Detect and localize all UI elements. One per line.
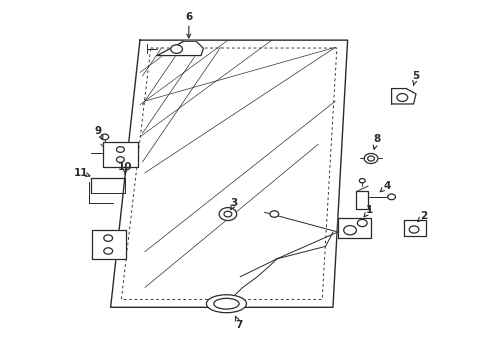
Circle shape [104,235,113,241]
Circle shape [117,157,124,162]
Polygon shape [392,89,416,104]
Text: 2: 2 [420,211,427,221]
Text: 11: 11 [74,168,89,178]
Circle shape [397,94,408,102]
Text: 10: 10 [118,162,132,172]
Text: 7: 7 [236,320,243,330]
Circle shape [357,220,367,226]
Circle shape [104,248,113,254]
Circle shape [343,226,356,235]
Circle shape [171,45,182,53]
Circle shape [409,226,419,233]
Ellipse shape [214,298,239,309]
Text: 4: 4 [383,181,391,191]
Text: 3: 3 [231,198,238,208]
Circle shape [368,156,374,161]
Ellipse shape [206,295,246,313]
Circle shape [364,153,378,163]
Circle shape [270,211,279,217]
Polygon shape [111,40,347,307]
Polygon shape [157,41,203,55]
Text: 5: 5 [413,71,419,81]
Polygon shape [356,192,368,210]
Circle shape [224,211,232,217]
Circle shape [219,208,237,221]
Text: 6: 6 [185,12,193,22]
Text: 8: 8 [373,134,381,144]
Polygon shape [404,220,426,235]
Polygon shape [92,230,126,259]
Polygon shape [338,218,371,238]
Polygon shape [103,142,139,167]
Circle shape [359,179,365,183]
Text: 1: 1 [366,206,373,216]
Circle shape [101,134,109,140]
Circle shape [388,194,395,200]
Text: 9: 9 [95,126,102,135]
Circle shape [117,147,124,152]
